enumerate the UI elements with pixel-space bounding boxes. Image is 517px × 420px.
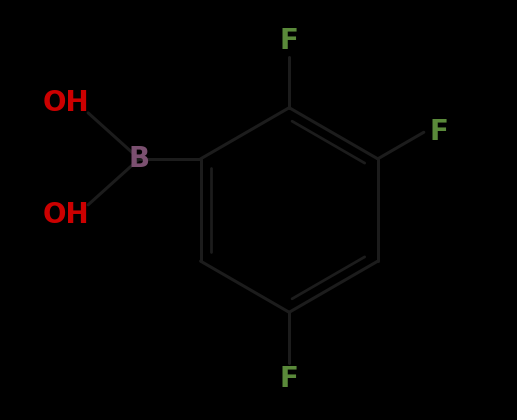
Text: F: F [280, 365, 299, 393]
Text: OH: OH [42, 89, 89, 117]
Text: OH: OH [42, 201, 89, 229]
Text: F: F [280, 27, 299, 55]
Text: F: F [430, 118, 449, 146]
Text: B: B [129, 145, 150, 173]
